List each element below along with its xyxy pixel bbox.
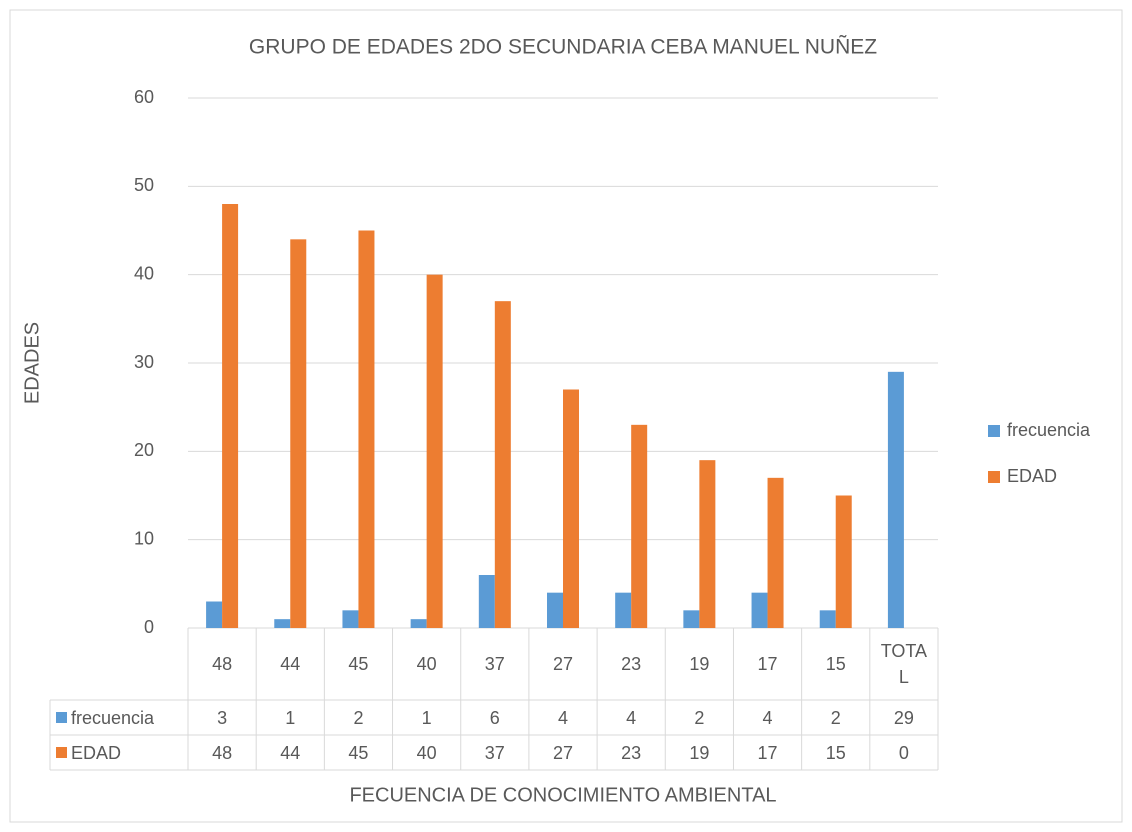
bar (358, 230, 375, 628)
table-value: 2 (694, 707, 705, 728)
bar (699, 460, 716, 628)
bar (751, 592, 768, 628)
table-value: 37 (484, 742, 505, 763)
legend-swatch (988, 425, 1000, 437)
table-value: 1 (285, 707, 296, 728)
legend-label: frecuencia (1007, 420, 1091, 440)
y-tick-label: 20 (134, 440, 154, 460)
bar (342, 610, 359, 628)
bar (290, 239, 307, 629)
bar (835, 495, 852, 628)
table-value: 44 (280, 742, 301, 763)
x-tick-label: 37 (484, 654, 505, 674)
y-tick-label: 50 (134, 175, 154, 195)
bar (410, 619, 427, 628)
x-tick-label: 40 (416, 654, 437, 674)
x-tick-label: 45 (348, 654, 369, 674)
table-value: 19 (689, 742, 710, 763)
table-value: 27 (552, 742, 573, 763)
legend-key (56, 747, 67, 758)
table-value: 1 (421, 707, 432, 728)
legend-swatch (988, 471, 1000, 483)
table-value: 3 (217, 707, 228, 728)
table-value: 4 (557, 707, 568, 728)
x-tick-label: TOTAL (880, 641, 928, 687)
table-value: 2 (353, 707, 364, 728)
y-tick-label: 30 (134, 352, 154, 372)
bar (206, 601, 223, 628)
table-value: 23 (621, 742, 642, 763)
bar (547, 592, 563, 628)
bar (887, 371, 904, 628)
x-tick-label: 48 (212, 654, 233, 674)
table-value: 4 (762, 707, 773, 728)
bar (478, 575, 495, 628)
x-tick-label: 17 (757, 654, 778, 674)
bar (615, 592, 632, 628)
x-tick-label: 19 (689, 654, 710, 674)
table-value: 0 (898, 742, 909, 763)
y-tick-label: 0 (144, 617, 154, 637)
y-axis-label: EDADES (21, 322, 43, 404)
table-value: 15 (825, 742, 846, 763)
table-row-label: frecuencia (50, 700, 188, 735)
y-tick-label: 60 (134, 87, 154, 107)
table-value: 2 (830, 707, 841, 728)
bar (494, 301, 511, 628)
x-axis-label: FECUENCIA DE CONOCIMIENTO AMBIENTAL (349, 784, 776, 806)
bar (222, 204, 239, 628)
x-tick-label: 44 (280, 654, 301, 674)
y-tick-label: 10 (134, 528, 154, 548)
table-row-label: EDAD (50, 735, 188, 770)
bar (426, 274, 443, 628)
bar (683, 610, 700, 628)
table-value: 4 (626, 707, 637, 728)
bar (767, 477, 784, 628)
bar (819, 610, 836, 628)
table-value: 45 (348, 742, 369, 763)
chart-title: GRUPO DE EDADES 2DO SECUNDARIA CEBA MANU… (249, 35, 877, 59)
row-label: frecuencia (71, 707, 155, 728)
table-value: 6 (489, 707, 500, 728)
x-tick-label: 23 (621, 654, 642, 674)
bar (274, 619, 291, 628)
row-label: EDAD (71, 742, 122, 763)
x-tick-label: 15 (825, 654, 846, 674)
legend-key (56, 712, 67, 723)
bar (563, 389, 579, 628)
table-value: 40 (416, 742, 437, 763)
table-value: 29 (893, 707, 914, 728)
table-value: 48 (212, 742, 233, 763)
y-tick-label: 40 (134, 263, 154, 283)
table-value: 17 (757, 742, 778, 763)
legend-label: EDAD (1007, 466, 1057, 486)
bar (631, 424, 648, 628)
x-tick-label: 27 (552, 654, 573, 674)
